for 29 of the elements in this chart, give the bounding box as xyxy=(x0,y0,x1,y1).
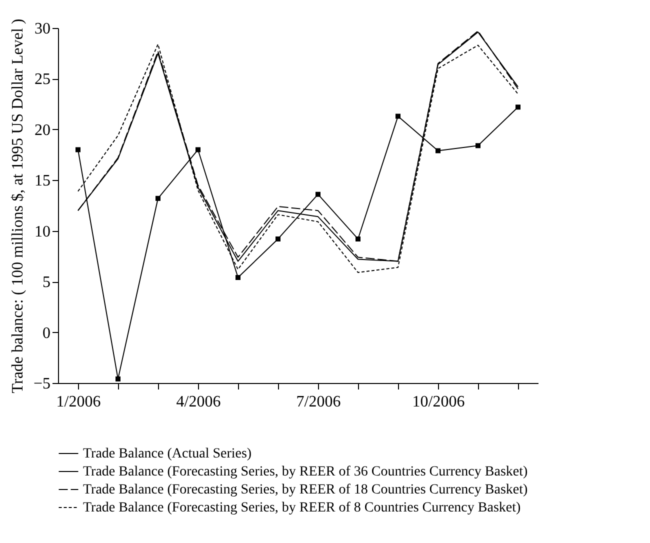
point xyxy=(516,104,520,110)
x-tick-label: 10/2006 xyxy=(412,394,465,410)
y-tick-label: 20 xyxy=(34,122,50,139)
y-tick-label: 30 xyxy=(34,20,50,38)
legend-label: Trade Balance (Forecasting Series, by REER of 36 Countries Currency Basket) xyxy=(83,464,528,480)
point xyxy=(356,236,360,242)
y-tick-label: −5 xyxy=(33,376,50,392)
legend-label: Trade Balance (Forecasting Series, by REER of 8 Countries Currency Basket) xyxy=(83,500,521,516)
point xyxy=(236,275,240,280)
y-axis-title: Trade balance: ( 100 millions $, at 1995 US Dollar Level ) xyxy=(9,18,26,394)
legend-label: Trade Balance (Forecasting Series, by REER of 18 Countries Currency Basket) xyxy=(83,482,528,498)
y-tick-label: 0 xyxy=(42,324,50,342)
y-tick-label: 25 xyxy=(34,71,50,88)
point xyxy=(476,143,480,148)
x-tick-label: 1/2006 xyxy=(56,394,101,410)
point xyxy=(276,236,280,242)
point xyxy=(156,196,160,201)
x-tick-label: 7/2006 xyxy=(296,394,341,410)
point xyxy=(396,114,400,119)
y-tick-label: 10 xyxy=(34,223,50,240)
point xyxy=(436,148,440,154)
y-tick-label: 5 xyxy=(42,274,50,292)
point xyxy=(196,147,200,152)
point xyxy=(316,192,320,197)
y-tick-label: 15 xyxy=(34,172,50,190)
point xyxy=(116,376,120,382)
point xyxy=(76,147,80,152)
x-tick-label: 4/2006 xyxy=(176,394,221,410)
legend-label: Trade Balance (Actual Series) xyxy=(83,446,252,462)
